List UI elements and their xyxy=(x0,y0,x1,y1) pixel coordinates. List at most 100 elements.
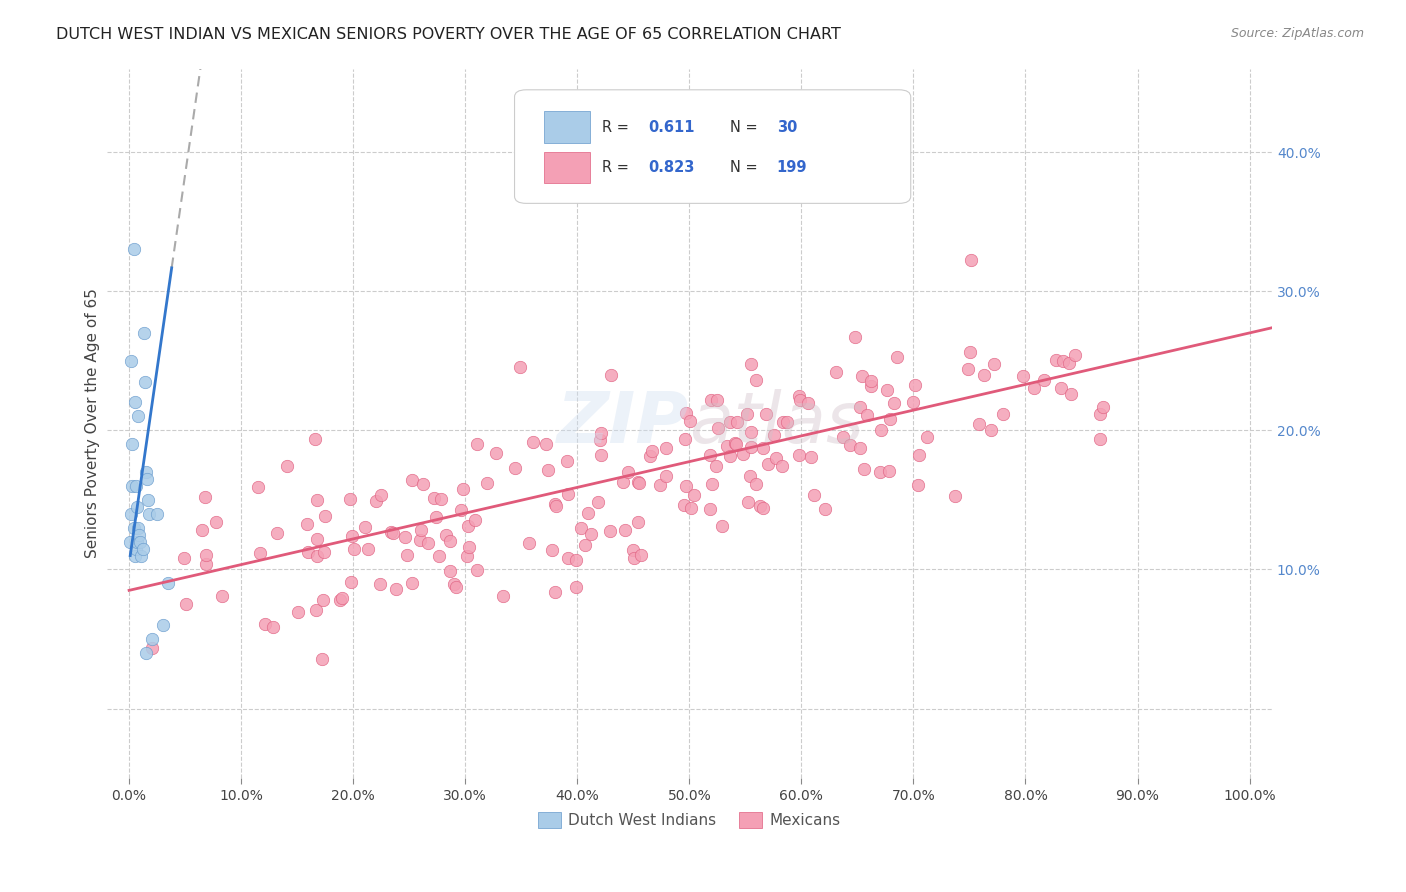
Point xyxy=(409,533,432,547)
Point xyxy=(146,507,169,521)
Point xyxy=(627,515,650,529)
Point xyxy=(838,438,860,452)
Point xyxy=(702,477,724,491)
Point xyxy=(205,515,228,529)
Point xyxy=(569,521,592,535)
Point xyxy=(312,544,335,558)
Point xyxy=(745,477,768,491)
Point xyxy=(775,416,797,430)
Point xyxy=(725,437,748,451)
FancyBboxPatch shape xyxy=(544,112,591,143)
Text: 30: 30 xyxy=(776,120,797,135)
Point xyxy=(276,458,298,473)
Point xyxy=(249,546,271,560)
Point xyxy=(789,389,811,403)
Text: 199: 199 xyxy=(776,161,807,176)
Point xyxy=(733,446,755,460)
Point xyxy=(368,577,391,591)
Point xyxy=(446,580,468,594)
Point xyxy=(683,488,706,502)
Point xyxy=(617,466,640,480)
Point xyxy=(124,549,146,563)
FancyBboxPatch shape xyxy=(544,152,591,184)
Point xyxy=(718,449,741,463)
Text: ZIP: ZIP xyxy=(557,389,689,458)
Point xyxy=(485,446,508,460)
Point xyxy=(943,489,966,503)
Point xyxy=(134,375,156,389)
Point xyxy=(980,423,1002,437)
Point xyxy=(135,465,157,479)
Point xyxy=(752,441,775,455)
Point xyxy=(825,365,848,379)
Point xyxy=(131,541,153,556)
Point xyxy=(1091,400,1114,414)
Point xyxy=(555,454,578,468)
Text: N =: N = xyxy=(730,161,762,176)
Point xyxy=(614,523,637,537)
Point xyxy=(855,408,877,422)
Point xyxy=(675,406,697,420)
Point xyxy=(370,488,392,502)
Point xyxy=(509,360,531,375)
Point xyxy=(458,540,481,554)
Point xyxy=(354,520,377,534)
Point xyxy=(588,494,610,508)
Point xyxy=(128,527,150,541)
Point xyxy=(366,493,388,508)
Point xyxy=(191,523,214,537)
Point xyxy=(859,379,882,393)
Point xyxy=(394,530,416,544)
Point xyxy=(740,357,762,371)
Point xyxy=(423,491,446,506)
Text: 0.611: 0.611 xyxy=(648,120,695,135)
Point xyxy=(127,409,149,424)
Point xyxy=(1060,387,1083,401)
Point xyxy=(305,492,328,507)
Point xyxy=(266,526,288,541)
Point xyxy=(120,353,142,368)
Point xyxy=(1033,373,1056,387)
Point xyxy=(630,548,652,562)
Point xyxy=(450,503,472,517)
Point xyxy=(758,457,780,471)
Point xyxy=(879,412,901,426)
Point xyxy=(627,475,650,490)
Point xyxy=(755,407,778,421)
Point xyxy=(1057,356,1080,370)
Text: N =: N = xyxy=(730,120,762,135)
Text: atlas: atlas xyxy=(689,389,863,458)
Point xyxy=(125,479,148,493)
Point xyxy=(136,492,159,507)
Point xyxy=(297,545,319,559)
Point xyxy=(735,407,758,421)
Point xyxy=(357,542,380,557)
Point xyxy=(412,477,434,491)
Point xyxy=(247,480,270,494)
Point xyxy=(120,507,142,521)
Point xyxy=(430,492,453,507)
Point xyxy=(534,436,557,450)
Point xyxy=(745,373,768,387)
Point xyxy=(557,550,579,565)
Point xyxy=(737,495,759,509)
Point xyxy=(537,463,560,477)
Point xyxy=(1088,432,1111,446)
Point xyxy=(339,491,361,506)
Point xyxy=(1050,381,1073,395)
Point xyxy=(194,557,217,571)
Point xyxy=(522,434,544,449)
Point xyxy=(125,500,148,514)
Point xyxy=(305,549,328,564)
Point xyxy=(565,581,588,595)
Point xyxy=(565,553,588,567)
Point xyxy=(141,632,163,646)
Point xyxy=(725,416,748,430)
Point xyxy=(305,532,328,546)
Point xyxy=(427,549,450,564)
Point xyxy=(311,652,333,666)
Point xyxy=(211,589,233,603)
Point xyxy=(329,593,352,607)
Point xyxy=(600,368,623,383)
Point xyxy=(385,582,408,596)
